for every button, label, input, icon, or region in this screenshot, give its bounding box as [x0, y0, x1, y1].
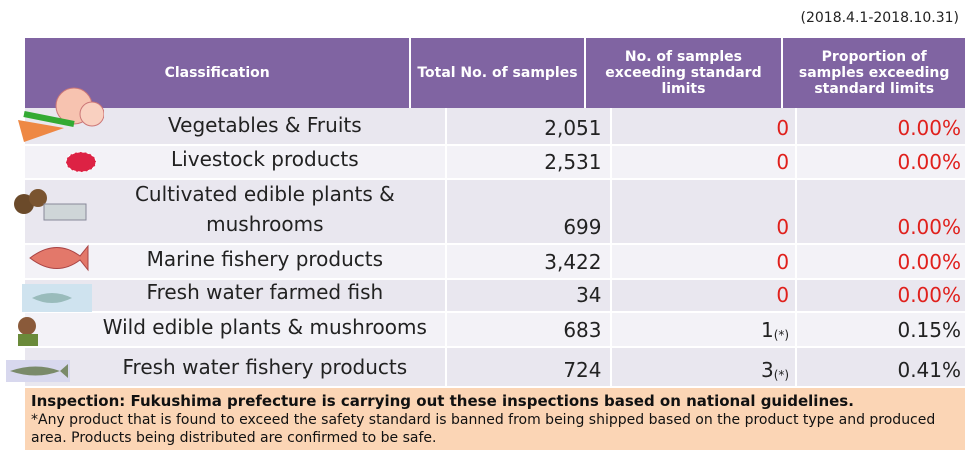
table-cell: 0	[612, 108, 798, 144]
cell-text: Fresh water fishery products	[123, 352, 408, 382]
table-cell: 0.00%	[797, 280, 965, 311]
cell-text: 683	[563, 318, 601, 342]
table-cell: 1(*)	[612, 313, 798, 346]
header-cell: No. of samples exceeding standard limits	[586, 38, 784, 108]
note: (*)	[774, 368, 789, 382]
table-cell: 0.00%	[797, 108, 965, 144]
table-cell: Wild edible plants & mushrooms	[25, 313, 447, 346]
cell-text: 0.00%	[897, 150, 961, 174]
table-header: Classification Total No. of samples No. …	[25, 38, 965, 108]
cell-text: 2,051	[544, 116, 601, 140]
table-cell: 0	[612, 180, 798, 243]
page: (2018.4.1-2018.10.31) Classification Tot…	[0, 0, 965, 450]
table-cell: 0.15%	[797, 313, 965, 346]
cell-text: 0.00%	[897, 250, 961, 274]
table-cell: 699	[447, 180, 612, 243]
cell-text: Marine fishery products	[147, 244, 383, 274]
table-cell: 3(*)	[612, 348, 798, 386]
cell-text: 0.00%	[897, 215, 961, 239]
table-row: Marine fishery products 3,422 0 0.00%	[25, 245, 965, 280]
cell-text: Livestock products	[171, 144, 359, 174]
table-row: Fresh water fishery products 724 3(*) 0.41%	[25, 348, 965, 388]
table-row: Cultivated edible plants & mushrooms 699 0…	[25, 180, 965, 245]
table-cell: 0	[612, 280, 798, 311]
table-cell: Fresh water fishery products	[25, 348, 447, 386]
table-cell: 2,531	[447, 146, 612, 178]
table-cell: 0.00%	[797, 245, 965, 278]
table-cell: 3,422	[447, 245, 612, 278]
cell-text: Vegetables & Fruits	[168, 110, 362, 140]
cell-text: 0	[776, 283, 789, 307]
icon-farmed-fish	[22, 284, 92, 312]
cell-text: 3	[761, 358, 774, 382]
footer-line: *Any product that is found to exceed the…	[31, 412, 935, 446]
table-cell: 0.00%	[797, 146, 965, 178]
cell-text: 0	[776, 215, 789, 239]
table-cell: 2,051	[447, 108, 612, 144]
cell-text: 0.15%	[897, 318, 961, 342]
icon-mushrooms	[10, 188, 90, 228]
table-cell: 0	[612, 245, 798, 278]
icon-wild-plants	[12, 314, 42, 348]
cell-text: 0	[776, 250, 789, 274]
cell-text: 699	[563, 215, 601, 239]
cell-text: Cultivated edible plants & mushrooms	[85, 179, 445, 239]
table-cell: 0	[612, 146, 798, 178]
period: (2018.4.1-2018.10.31)	[801, 10, 959, 26]
cell-text: 0.00%	[897, 116, 961, 140]
table-row: Livestock products 2,531 0 0.00%	[25, 146, 965, 180]
table-cell: 724	[447, 348, 612, 386]
icon-river-fish	[6, 360, 70, 382]
cell-text: 0.00%	[897, 283, 961, 307]
table-row: Fresh water farmed fish 34 0 0.00%	[25, 280, 965, 313]
cell-text: 34	[576, 283, 601, 307]
icon-vegetables	[14, 84, 104, 146]
table-row: Wild edible plants & mushrooms 683 1(*) 0.1…	[25, 313, 965, 348]
table-cell: 0.00%	[797, 180, 965, 243]
cell-text: 724	[563, 358, 601, 382]
footer: Inspection: Fukushima prefecture is carr…	[25, 388, 965, 450]
cell-text: 3,422	[544, 250, 601, 274]
icon-fish	[26, 238, 90, 278]
cell-text: 0	[776, 116, 789, 140]
cell-text: 0.41%	[897, 358, 961, 382]
header-cell: Proportion of samples exceeding standard…	[783, 38, 965, 108]
table-cell: 683	[447, 313, 612, 346]
table-cell: 34	[447, 280, 612, 311]
cell-text: 1	[761, 318, 774, 342]
cell-text: 0	[776, 150, 789, 174]
cell-text: Fresh water farmed fish	[147, 277, 384, 307]
header-cell: Total No. of samples	[411, 38, 585, 108]
cell-text: Wild edible plants & mushrooms	[103, 312, 427, 342]
cell-text: 2,531	[544, 150, 601, 174]
table-row: Vegetables & Fruits 2,051 0 0.00%	[25, 108, 965, 146]
note: (*)	[774, 328, 789, 342]
icon-meat	[64, 148, 98, 176]
footer-line: Inspection: Fukushima prefecture is carr…	[31, 392, 854, 410]
table-cell: 0.41%	[797, 348, 965, 386]
